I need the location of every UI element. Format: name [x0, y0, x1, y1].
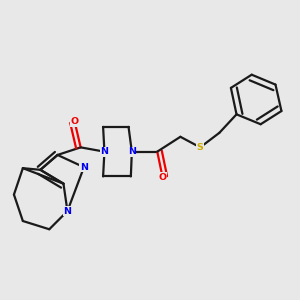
- Text: N: N: [128, 147, 136, 156]
- Text: S: S: [197, 143, 204, 152]
- Text: O: O: [158, 172, 166, 182]
- Text: N: N: [80, 163, 88, 172]
- Text: N: N: [100, 147, 108, 156]
- Text: O: O: [70, 117, 79, 126]
- Text: N: N: [63, 207, 71, 216]
